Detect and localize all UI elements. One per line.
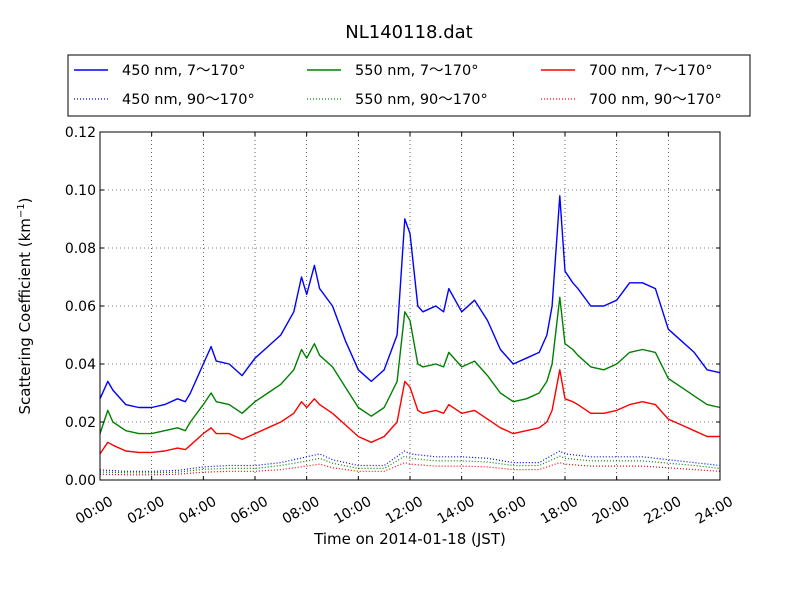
series-line bbox=[99, 195, 721, 409]
legend-frame bbox=[67, 54, 751, 117]
series-line bbox=[99, 450, 721, 472]
legend-label: 450 nm, 7～170° bbox=[122, 63, 245, 79]
legend-label: 550 nm, 7～170° bbox=[355, 63, 478, 79]
chart-title: NL140118.dat bbox=[345, 22, 472, 43]
legend: 450 nm, 7～170° 550 nm, 7～170° 700 nm, 7～17… bbox=[67, 54, 751, 117]
y-tick-labels: 0.00 0.02 0.04 0.06 0.08 0.10 0.12 bbox=[65, 125, 96, 489]
y-tick-label: 0.08 bbox=[65, 241, 96, 257]
y-tick-label: 0.06 bbox=[65, 299, 96, 315]
y-tick-label: 0.10 bbox=[65, 183, 96, 199]
series-line bbox=[99, 296, 721, 435]
plot-area bbox=[99, 131, 721, 481]
series-layer bbox=[99, 195, 721, 476]
x-axis-label: Time on 2014-01-18 (JST) bbox=[313, 530, 506, 548]
y-axis-label-main: Scattering Coefficient (km bbox=[16, 218, 34, 414]
legend-label: 550 nm, 90～170° bbox=[355, 92, 488, 108]
ticks bbox=[99, 131, 721, 481]
y-tick-label: 0.02 bbox=[65, 415, 96, 431]
legend-label: 700 nm, 7～170° bbox=[589, 63, 712, 79]
legend-label: 700 nm, 90～170° bbox=[589, 92, 722, 108]
y-axis-label: Scattering Coefficient (km−1) bbox=[16, 197, 34, 414]
legend-label: 450 nm, 90～170° bbox=[122, 92, 255, 108]
y-tick-label: 0.12 bbox=[65, 125, 96, 141]
y-axis-label-superscript: −1 bbox=[16, 203, 27, 218]
y-tick-label: 0.00 bbox=[65, 473, 96, 489]
y-tick-label: 0.04 bbox=[65, 357, 96, 373]
y-axis-label-close: ) bbox=[16, 197, 34, 203]
series-line bbox=[99, 369, 720, 455]
